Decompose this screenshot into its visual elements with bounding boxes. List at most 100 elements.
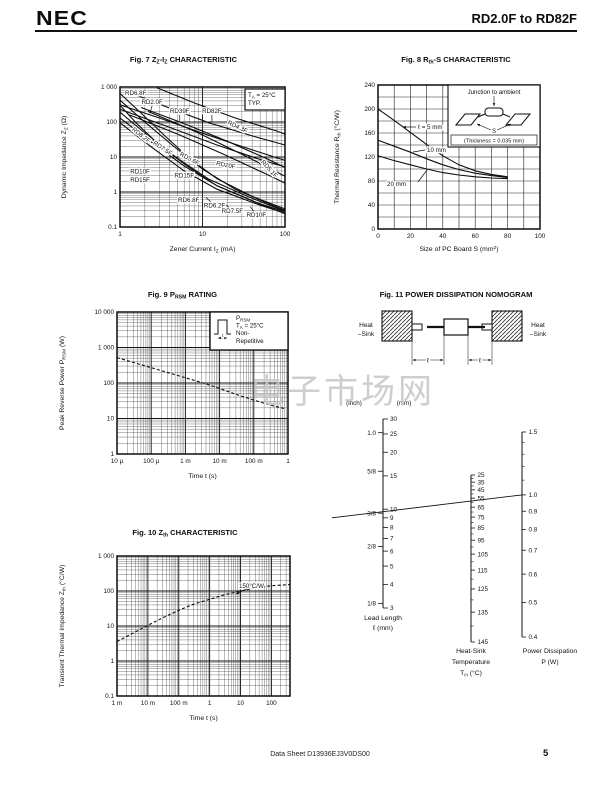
svg-text:0: 0 <box>371 226 375 233</box>
svg-text:RD10F: RD10F <box>247 212 267 219</box>
svg-text:10: 10 <box>199 231 207 238</box>
svg-text:1 m: 1 m <box>180 458 191 465</box>
svg-text:1: 1 <box>286 458 290 465</box>
svg-text:10: 10 <box>107 623 115 630</box>
page-number: 5 <box>543 748 549 759</box>
fig7-section: Fig. 7 ZZ-IZ CHARACTERISTIC 1 10 100 1 000 1… <box>57 55 310 259</box>
fig11-title: Fig. 11 POWER DISSIPATION NOMOGRAM <box>379 290 533 299</box>
fig10-chart: 1 m 10 m 100 m 1 10 100 1 000 100 10 1 0.1 Time t (… <box>58 553 291 722</box>
svg-text:0.4: 0.4 <box>529 634 538 641</box>
svg-text:Heat: Heat <box>531 322 545 329</box>
svg-text:10 µ: 10 µ <box>111 458 124 465</box>
svg-text:10 000: 10 000 <box>94 309 114 316</box>
svg-text:0.1: 0.1 <box>108 224 117 231</box>
svg-text:10: 10 <box>107 416 115 423</box>
svg-text:Thermal Resistance Rth (°C/W): Thermal Resistance Rth (°C/W) <box>333 110 343 204</box>
svg-text:RD6.8F: RD6.8F <box>178 197 200 204</box>
series <box>119 87 286 215</box>
fig11-section: Fig. 11 POWER DISSIPATION NOMOGRAM Heat –… <box>330 290 605 688</box>
svg-text:Size of PC Board S (mm2): Size of PC Board S (mm2) <box>419 245 498 253</box>
svg-text:55: 55 <box>478 495 486 502</box>
svg-text:105: 105 <box>478 551 489 558</box>
svg-text:115: 115 <box>478 567 489 574</box>
svg-text:1: 1 <box>118 231 122 238</box>
svg-text:0.9: 0.9 <box>529 508 538 515</box>
svg-text:RD15F: RD15F <box>130 177 150 184</box>
svg-text:RD10F: RD10F <box>130 168 150 175</box>
svg-text:3/8: 3/8 <box>367 510 376 517</box>
nec-logo: NEC <box>36 8 89 30</box>
svg-text:RD39F: RD39F <box>170 108 190 115</box>
svg-text:10: 10 <box>390 506 398 513</box>
svg-text:(Thickness = 0.035 mm): (Thickness = 0.035 mm) <box>464 138 524 144</box>
header-rule <box>35 30 577 32</box>
svg-text:240: 240 <box>364 82 375 89</box>
svg-text:100 µ: 100 µ <box>143 458 159 465</box>
svg-text:100: 100 <box>266 700 277 707</box>
svg-text:40: 40 <box>368 202 376 209</box>
series <box>116 584 291 642</box>
svg-text:Dynamic Impedance ZZ (Ω): Dynamic Impedance ZZ (Ω) <box>61 116 70 199</box>
svg-text:–Sink: –Sink <box>358 331 375 338</box>
svg-text:TYP.: TYP. <box>248 100 261 107</box>
svg-text:1 m: 1 m <box>112 700 123 707</box>
fig9-title: Fig. 9 PRSM RATING <box>147 290 218 301</box>
svg-text:100 m: 100 m <box>245 458 263 465</box>
svg-text:–Sink: –Sink <box>530 331 547 338</box>
svg-text:Power Dissipation: Power Dissipation <box>523 648 578 655</box>
svg-text:150°C/W: 150°C/W <box>239 583 264 590</box>
svg-text:Temperature: Temperature <box>452 659 490 666</box>
svg-text:RD2.0F: RD2.0F <box>141 99 163 106</box>
svg-text:30: 30 <box>390 416 398 423</box>
svg-text:0.7: 0.7 <box>529 547 538 554</box>
fig9-section: Fig. 9 PRSM RATING 10 µ 100 µ 1 m 10 m 100 m… <box>55 290 310 486</box>
svg-text:45: 45 <box>478 487 486 494</box>
svg-text:Lead Length: Lead Length <box>364 615 402 622</box>
svg-text:RD7.5F: RD7.5F <box>222 208 244 215</box>
svg-text:1.0: 1.0 <box>529 492 538 499</box>
svg-text:1: 1 <box>208 700 212 707</box>
svg-text:20: 20 <box>390 449 398 456</box>
svg-text:PRSM: PRSM <box>236 315 250 323</box>
svg-text:9: 9 <box>390 515 394 522</box>
svg-text:85: 85 <box>478 525 486 532</box>
svg-text:S: S <box>492 129 496 135</box>
svg-text:ℓ: ℓ <box>427 358 430 365</box>
svg-text:40: 40 <box>439 233 447 240</box>
svg-text:1: 1 <box>110 658 114 665</box>
svg-text:145: 145 <box>478 639 489 646</box>
svg-text:1/8: 1/8 <box>367 601 376 608</box>
svg-text:200: 200 <box>364 106 375 113</box>
series <box>377 108 508 180</box>
svg-text:120: 120 <box>364 154 375 161</box>
svg-text:5: 5 <box>390 563 394 570</box>
tick-labels: 0 20 40 60 80 100 0 40 80 120 160 200 240 <box>364 82 545 240</box>
svg-text:0.5: 0.5 <box>529 600 538 607</box>
svg-text:0.8: 0.8 <box>529 527 538 534</box>
fig8-chart: 0 20 40 60 80 100 0 40 80 120 160 200 240 Size of PC … <box>333 82 546 253</box>
svg-text:RD82F: RD82F <box>202 108 222 115</box>
svg-text:3: 3 <box>390 605 394 612</box>
svg-text:Time t (s): Time t (s) <box>189 715 217 722</box>
fig7-title: Fig. 7 ZZ-IZ CHARACTERISTIC <box>129 55 238 66</box>
svg-text:125: 125 <box>478 586 489 593</box>
svg-text:10: 10 <box>237 700 245 707</box>
svg-text:(inch): (inch) <box>346 400 362 407</box>
tick-labels: 1 m 10 m 100 m 1 10 100 1 000 100 10 1 0.1 <box>98 553 277 707</box>
svg-text:1: 1 <box>110 451 114 458</box>
svg-text:ℓ = 5 mm: ℓ = 5 mm <box>418 124 443 131</box>
svg-text:ℓ: ℓ <box>479 358 482 365</box>
svg-text:20 mm: 20 mm <box>387 181 406 188</box>
svg-text:Repetitive: Repetitive <box>236 338 264 345</box>
svg-text:10 m: 10 m <box>141 700 155 707</box>
svg-text:100: 100 <box>103 380 114 387</box>
svg-text:ℓ (mm): ℓ (mm) <box>373 625 393 632</box>
svg-text:8: 8 <box>390 525 394 532</box>
svg-text:(mm): (mm) <box>397 400 412 407</box>
svg-text:TH (°C): TH (°C) <box>460 669 482 679</box>
